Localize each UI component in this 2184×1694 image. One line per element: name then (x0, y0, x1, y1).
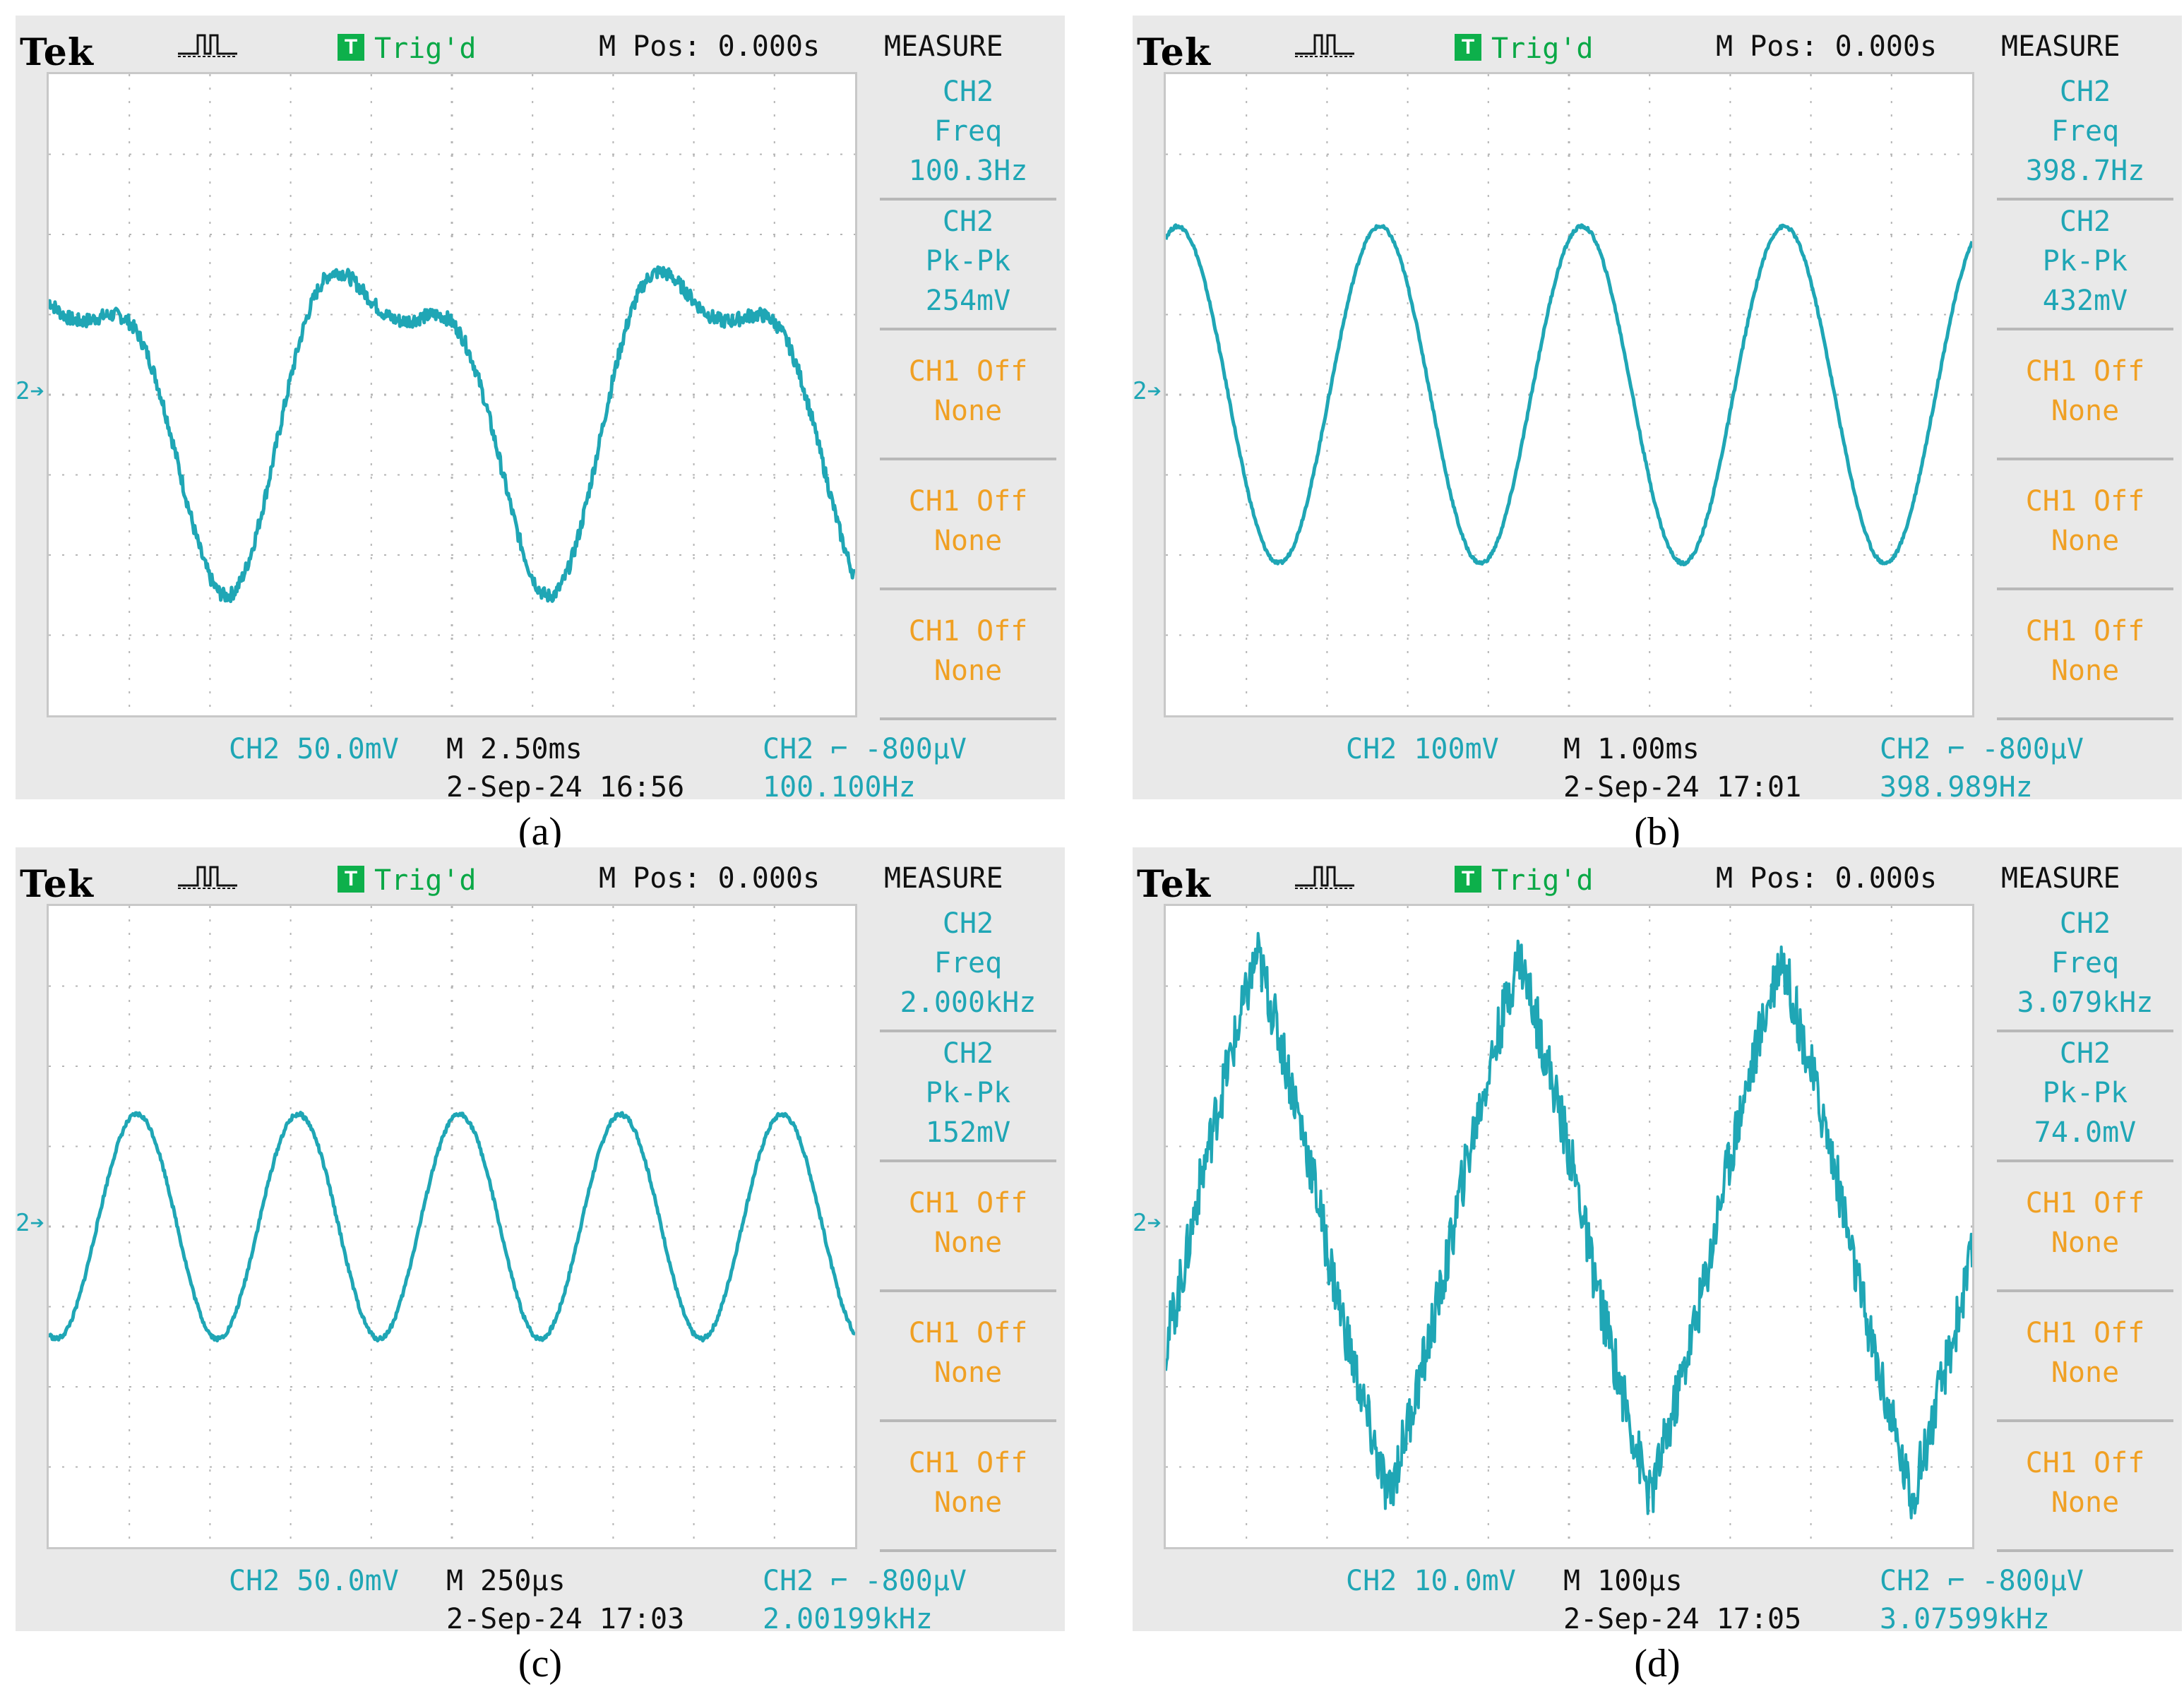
ch2-trace (49, 1111, 855, 1343)
channel-scale: CH2 10.0mV (1346, 1565, 1516, 1597)
trigger-level: CH2 ⌐ -800μV (763, 733, 967, 765)
brand-logo: Tek (20, 863, 94, 906)
acquisition-pulse-icon (1295, 34, 1354, 57)
measurement-ch2-pkpk[interactable]: CH2 Pk-Pk 152mV (880, 1034, 1056, 1162)
measurement-ch2-pkpk[interactable]: CH2 Pk-Pk 74.0mV (1997, 1034, 2173, 1162)
channel-scale: CH2 50.0mV (229, 733, 399, 765)
measurement-slot-3[interactable]: CH1 Off None (1997, 332, 2173, 460)
horizontal-position: M Pos: 0.000s (1716, 862, 1938, 895)
trigger-frequency: 2.00199kHz (763, 1603, 933, 1635)
datetime: 2-Sep-24 17:03 (446, 1603, 685, 1635)
measure-menu: CH2 Freq 2.000kHz CH2 Pk-Pk 152mV CH1 Off Non… (880, 904, 1065, 1552)
trigger-level: CH2 ⌐ -800μV (1880, 733, 2084, 765)
measurement-slot-4[interactable]: CH1 Off None (880, 462, 1056, 590)
panel-caption: (b) (1634, 810, 1681, 854)
panel-a: Tek T Trig'd M Pos: 0.000s MEASURE 2➔ CH… (16, 16, 1065, 854)
measurement-slot-4[interactable]: CH1 Off None (880, 1294, 1056, 1422)
panel-caption: (c) (518, 1642, 563, 1686)
measurement-slot-4[interactable]: CH1 Off None (1997, 1294, 2173, 1422)
oscilloscope-screenshot: Tek T Trig'd M Pos: 0.000s MEASURE 2➔ CH… (1133, 847, 2182, 1635)
measurement-slot-3[interactable]: CH1 Off None (880, 1164, 1056, 1292)
measurement-slot-5[interactable]: CH1 Off None (1997, 1424, 2173, 1552)
waveform-display (1164, 904, 1974, 1549)
channel-scale: CH2 50.0mV (229, 1565, 399, 1597)
ch2-trace (1166, 223, 1972, 566)
oscilloscope-screenshot: Tek T Trig'd M Pos: 0.000s MEASURE 2➔ CH… (16, 16, 1065, 804)
measurement-slot-3[interactable]: CH1 Off None (1997, 1164, 2173, 1292)
measurement-slot-5[interactable]: CH1 Off None (880, 1424, 1056, 1552)
measure-menu: CH2 Freq 3.079kHz CH2 Pk-Pk 74.0mV CH1 Off No… (1997, 904, 2182, 1552)
panel-c: Tek T Trig'd M Pos: 0.000s MEASURE 2➔ CH… (16, 847, 1065, 1686)
timebase: M 250μs (446, 1565, 566, 1597)
horizontal-position: M Pos: 0.000s (1716, 30, 1938, 63)
horizontal-position: M Pos: 0.000s (599, 30, 821, 63)
trigger-badge: T (338, 34, 364, 61)
datetime: 2-Sep-24 17:05 (1563, 1603, 1802, 1635)
panel-b: Tek T Trig'd M Pos: 0.000s MEASURE 2➔ CH… (1133, 16, 2182, 854)
measurement-slot-5[interactable]: CH1 Off None (880, 592, 1056, 720)
ch2-trace (1166, 931, 1972, 1520)
timebase: M 1.00ms (1563, 733, 1700, 765)
datetime: 2-Sep-24 16:56 (446, 771, 685, 804)
trigger-status: Trig'd (374, 864, 477, 897)
trigger-frequency: 100.100Hz (763, 771, 916, 804)
datetime: 2-Sep-24 17:01 (1563, 771, 1802, 804)
measure-menu: CH2 Freq 398.7Hz CH2 Pk-Pk 432mV CH1 Off None… (1997, 72, 2182, 720)
trigger-status: Trig'd (1491, 864, 1594, 897)
panel-caption: (a) (518, 810, 563, 854)
channel-2-ground-marker: 2➔ (1133, 377, 1162, 405)
trigger-status: Trig'd (1491, 32, 1594, 65)
trigger-badge: T (1455, 34, 1481, 61)
channel-scale: CH2 100mV (1346, 733, 1499, 765)
waveform-display (1164, 72, 1974, 717)
measurement-ch2-freq[interactable]: CH2 Freq 2.000kHz (880, 904, 1056, 1032)
menu-title: MEASURE (884, 30, 1003, 63)
trigger-badge: T (338, 866, 364, 893)
channel-2-ground-marker: 2➔ (16, 1209, 44, 1237)
measurement-slot-5[interactable]: CH1 Off None (1997, 592, 2173, 720)
measurement-ch2-pkpk[interactable]: CH2 Pk-Pk 432mV (1997, 202, 2173, 330)
measurement-slot-4[interactable]: CH1 Off None (1997, 462, 2173, 590)
measurement-ch2-pkpk[interactable]: CH2 Pk-Pk 254mV (880, 202, 1056, 330)
acquisition-pulse-icon (178, 866, 237, 889)
ch2-trace (49, 265, 855, 604)
menu-title: MEASURE (2001, 30, 2120, 63)
horizontal-position: M Pos: 0.000s (599, 862, 821, 895)
oscilloscope-screenshot: Tek T Trig'd M Pos: 0.000s MEASURE 2➔ CH… (1133, 16, 2182, 804)
brand-logo: Tek (1137, 31, 1211, 74)
menu-title: MEASURE (2001, 862, 2120, 895)
brand-logo: Tek (1137, 863, 1211, 906)
measurement-slot-3[interactable]: CH1 Off None (880, 332, 1056, 460)
measurement-ch2-freq[interactable]: CH2 Freq 100.3Hz (880, 72, 1056, 201)
measurement-ch2-freq[interactable]: CH2 Freq 3.079kHz (1997, 904, 2173, 1032)
trigger-level: CH2 ⌐ -800μV (763, 1565, 967, 1597)
panel-d: Tek T Trig'd M Pos: 0.000s MEASURE 2➔ CH… (1133, 847, 2182, 1686)
brand-logo: Tek (20, 31, 94, 74)
panel-caption: (d) (1634, 1642, 1681, 1686)
trigger-frequency: 3.07599kHz (1880, 1603, 2050, 1635)
timebase: M 100μs (1563, 1565, 1683, 1597)
menu-title: MEASURE (884, 862, 1003, 895)
channel-2-ground-marker: 2➔ (16, 377, 44, 405)
trigger-level: CH2 ⌐ -800μV (1880, 1565, 2084, 1597)
trigger-badge: T (1455, 866, 1481, 893)
timebase: M 2.50ms (446, 733, 583, 765)
acquisition-pulse-icon (1295, 866, 1354, 889)
oscilloscope-screenshot: Tek T Trig'd M Pos: 0.000s MEASURE 2➔ CH… (16, 847, 1065, 1635)
waveform-display (47, 72, 857, 717)
trigger-status: Trig'd (374, 32, 477, 65)
trigger-frequency: 398.989Hz (1880, 771, 2033, 804)
channel-2-ground-marker: 2➔ (1133, 1209, 1162, 1237)
measure-menu: CH2 Freq 100.3Hz CH2 Pk-Pk 254mV CH1 Off None… (880, 72, 1065, 720)
acquisition-pulse-icon (178, 34, 237, 57)
waveform-display (47, 904, 857, 1549)
measurement-ch2-freq[interactable]: CH2 Freq 398.7Hz (1997, 72, 2173, 201)
